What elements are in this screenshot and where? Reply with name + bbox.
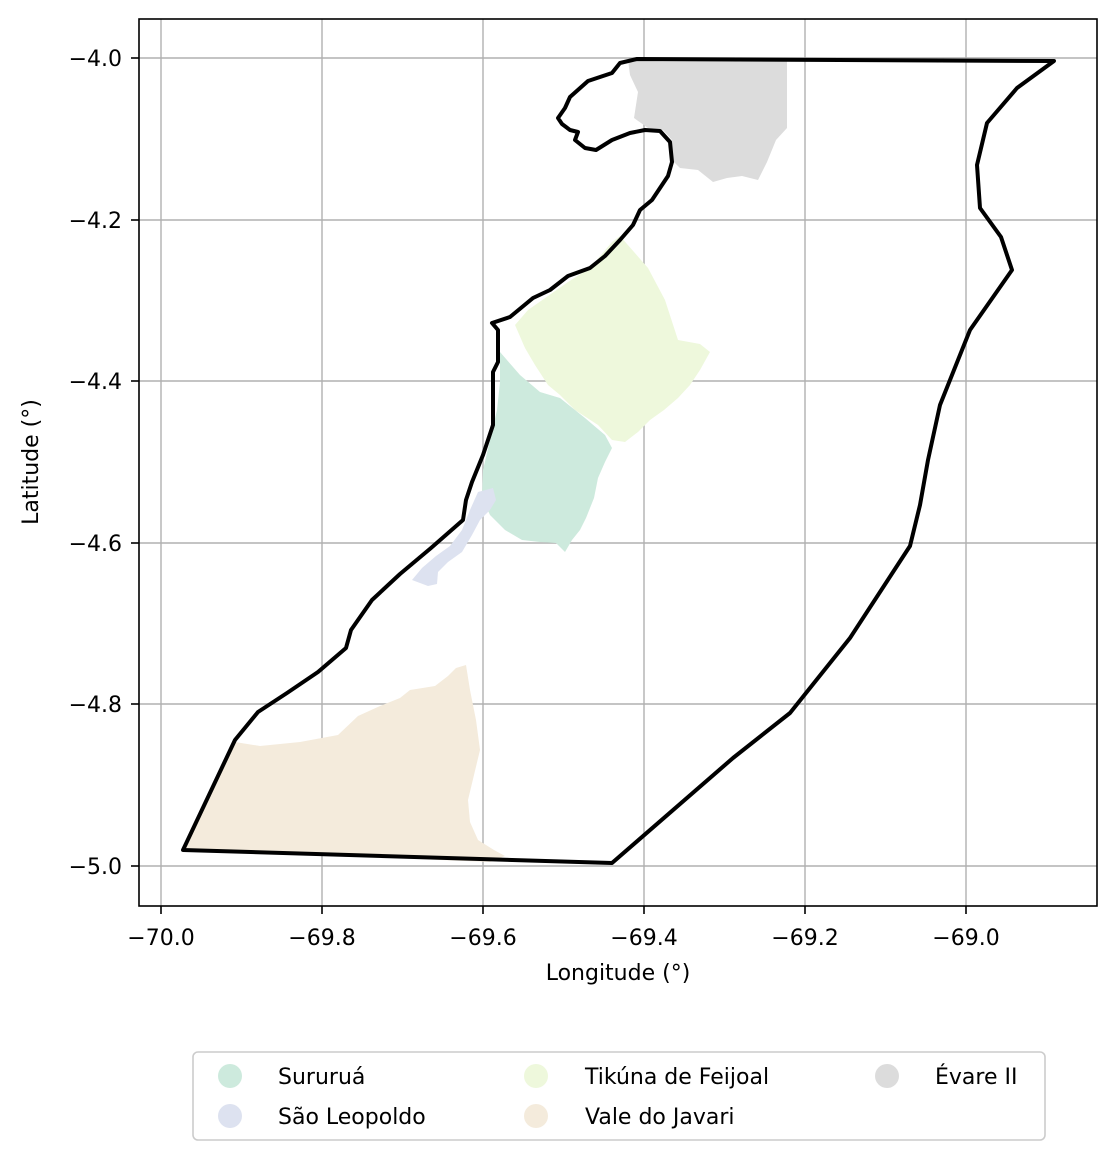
- territory-tikuna-de-feijoal: [515, 236, 710, 442]
- x-tick-label: −69.0: [932, 926, 999, 951]
- y-tick-label: −4.8: [69, 693, 122, 718]
- plot-frame: [138, 18, 1098, 907]
- territory-sao-leopoldo: [412, 488, 496, 586]
- x-tick-label: −69.2: [771, 926, 838, 951]
- legend-label: Vale do Javari: [585, 1105, 735, 1130]
- x-tick-label: −69.6: [449, 926, 516, 951]
- legend-item-evare-ii: Évare II: [875, 1064, 1017, 1090]
- legend: Sururuá São Leopoldo Tikúna de Feijoal V…: [192, 1051, 1046, 1141]
- legend-swatch: [875, 1064, 899, 1088]
- y-tick-label: −4.6: [69, 532, 122, 557]
- territory-sururua: [482, 352, 612, 552]
- legend-item-tikuna-de-feijoal: Tikúna de Feijoal: [524, 1064, 769, 1090]
- legend-item-vale-do-javari: Vale do Javari: [524, 1104, 735, 1130]
- y-tick-label: −4.2: [69, 209, 122, 234]
- legend-swatch: [218, 1104, 242, 1128]
- legend-swatch: [524, 1064, 548, 1088]
- territory-evare-ii: [628, 60, 787, 182]
- y-tick-label: −4.4: [69, 370, 122, 395]
- legend-label: Évare II: [935, 1064, 1017, 1090]
- legend-item-sao-leopoldo: São Leopoldo: [218, 1104, 426, 1130]
- legend-label: Sururuá: [278, 1065, 365, 1090]
- x-tick-label: −70.0: [127, 926, 194, 951]
- x-axis-title: Longitude (°): [546, 961, 691, 986]
- legend-label: Tikúna de Feijoal: [584, 1065, 769, 1090]
- legend-swatch: [524, 1104, 548, 1128]
- legend-frame: [192, 1051, 1046, 1141]
- x-tick-label: −69.8: [288, 926, 355, 951]
- x-tick-label: −69.4: [610, 926, 677, 951]
- y-axis-title: Latitude (°): [19, 399, 44, 525]
- y-axis: −4.0 −4.2 −4.4 −4.6 −4.8 −5.0 Latitude (…: [19, 47, 139, 880]
- territories: [183, 60, 787, 862]
- legend-label: São Leopoldo: [278, 1105, 426, 1130]
- legend-item-sururua: Sururuá: [218, 1064, 365, 1090]
- region-boundary: [181, 57, 1056, 865]
- x-axis: −70.0 −69.8 −69.6 −69.4 −69.2 −69.0 Long…: [127, 906, 1000, 986]
- y-tick-label: −5.0: [69, 855, 122, 880]
- territory-vale-do-javari: [183, 665, 505, 862]
- plot-area: [138, 18, 1098, 907]
- y-tick-label: −4.0: [69, 47, 122, 72]
- legend-swatch: [218, 1064, 242, 1088]
